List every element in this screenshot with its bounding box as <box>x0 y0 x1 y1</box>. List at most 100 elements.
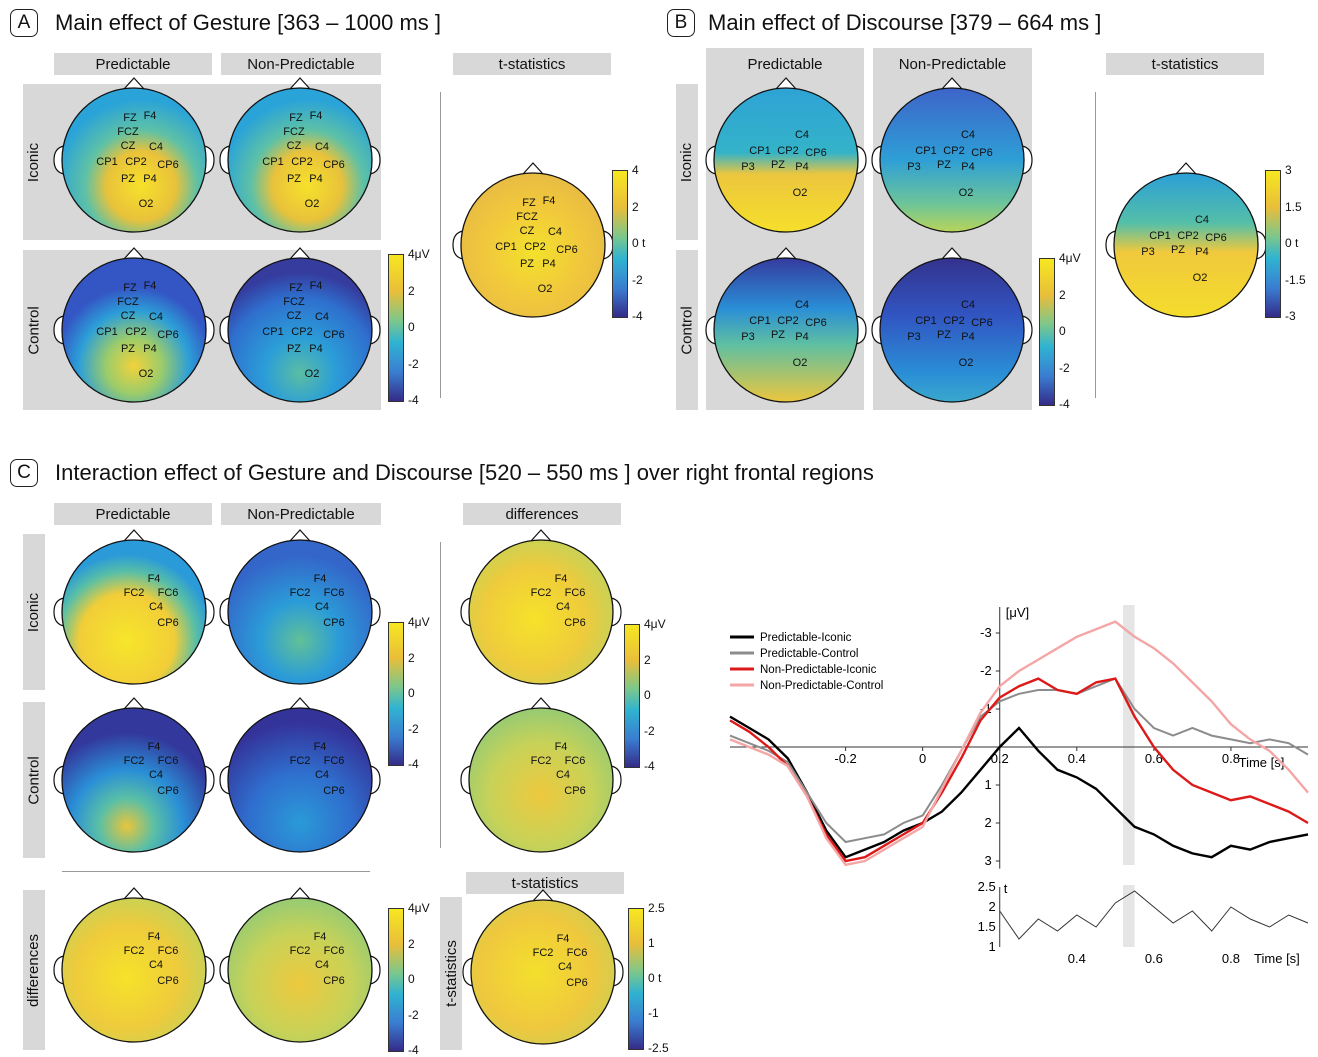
erp-y-tick: -3 <box>980 625 992 640</box>
electrode-label: FC6 <box>324 587 345 599</box>
electrode-label: CZ <box>520 225 535 237</box>
electrode-label: CP6 <box>1205 232 1226 244</box>
electrode-label: FC2 <box>533 947 554 959</box>
electrode-label: FZ <box>522 197 536 209</box>
colorbar-c-uv <box>388 622 404 766</box>
electrode-label: FC2 <box>531 587 552 599</box>
panel-c-row-control: Control <box>23 702 45 858</box>
electrode-label: F4 <box>144 110 157 122</box>
electrode-label: C4 <box>315 769 329 781</box>
electrode-label: P4 <box>309 173 322 185</box>
electrode-label: F4 <box>144 280 157 292</box>
electrode-label: CP1 <box>915 315 936 327</box>
inset-series-line <box>999 890 1309 940</box>
electrode-label: FC2 <box>531 755 552 767</box>
erp-x-tick: -0.2 <box>834 751 856 766</box>
electrode-label: F4 <box>310 110 323 122</box>
electrode-label: PZ <box>121 173 135 185</box>
electrode-label: CP2 <box>943 315 964 327</box>
colorbar-tick: 0 <box>1059 324 1066 338</box>
erp-series-line <box>729 677 1309 844</box>
panel-a-row-iconic: Iconic <box>23 84 45 240</box>
panel-c-col-nonpredictable: Non-Predictable <box>221 503 381 525</box>
colorbar-tick: -2 <box>408 1007 419 1022</box>
electrode-label: CP6 <box>566 977 587 989</box>
electrode-label: FZ <box>289 112 303 124</box>
electrode-label: F4 <box>148 931 161 943</box>
erp-x-tick: 0.6 <box>1145 751 1163 766</box>
electrode-label: P4 <box>795 161 808 173</box>
electrode-label: FZ <box>289 282 303 294</box>
inset-y-tick: 1 <box>988 939 995 954</box>
erp-highlight-window <box>1123 605 1135 865</box>
electrode-label: FC2 <box>290 755 311 767</box>
colorbar-tick: 4μV <box>408 901 430 915</box>
erp-series-line <box>729 715 1309 859</box>
electrode-label: O2 <box>305 368 320 380</box>
electrode-label: FC6 <box>565 587 586 599</box>
electrode-label: PZ <box>771 329 785 341</box>
colorbar-a-t <box>612 170 628 318</box>
panel-b-letter: B <box>667 9 695 37</box>
colorbar-tick: 4μV <box>1059 251 1081 265</box>
erp-series-line <box>729 677 1309 863</box>
electrode-label: PZ <box>937 329 951 341</box>
electrode-label: PZ <box>520 258 534 270</box>
erp-series-line <box>729 620 1309 867</box>
colorbar-tick: 4μV <box>408 615 430 629</box>
electrode-label: CP1 <box>749 315 770 327</box>
panel-b-col-nonpredictable: Non-Predictable <box>898 55 1007 73</box>
legend-label: Non-Predictable-Control <box>760 680 883 692</box>
electrode-label: FC2 <box>124 945 145 957</box>
topo-b-nonpred-iconic: C4 CP1 CP2 CP6 P3 PZ P4 O2 <box>871 77 1033 233</box>
topo-b-nonpred-control: C4 CP1 CP2 CP6 P3 PZ P4 O2 <box>871 247 1033 403</box>
electrode-label: P4 <box>961 161 974 173</box>
panel-b-col-predictable: Predictable <box>747 55 823 73</box>
colorbar-c-diff <box>624 624 640 768</box>
electrode-label: C4 <box>149 601 163 613</box>
electrode-label: FZ <box>123 112 137 124</box>
electrode-label: FCZ <box>117 296 139 308</box>
electrode-label: CP2 <box>943 145 964 157</box>
electrode-label: FCZ <box>283 296 305 308</box>
topo-b-pred-control: C4 CP1 CP2 CP6 P3 PZ P4 O2 <box>705 247 867 403</box>
electrode-label: CP6 <box>157 159 178 171</box>
electrode-label: CZ <box>121 140 136 152</box>
colorbar-tick: -1 <box>648 1006 659 1020</box>
erp-y-tick: 2 <box>984 815 991 830</box>
panel-b-divider <box>1095 92 1096 398</box>
panel-b-row-control: Control <box>676 250 698 410</box>
electrode-label: F4 <box>543 195 556 207</box>
legend-label: Predictable-Control <box>760 648 858 660</box>
electrode-label: PZ <box>287 173 301 185</box>
electrode-label: FCZ <box>117 126 139 138</box>
panel-c-col-tstat: t-statistics <box>466 872 624 894</box>
inset-x-tick: 0.8 <box>1222 951 1240 966</box>
inset-x-tick: 0.6 <box>1145 951 1163 966</box>
panel-c-col-predictable: Predictable <box>54 503 212 525</box>
electrode-label: O2 <box>139 198 154 210</box>
topo-a-pred-control: FZ F4 FCZ CZ C4 CP1 CP2 CP6 PZ P4 O2 <box>53 247 215 403</box>
electrode-label: CP6 <box>157 617 178 629</box>
electrode-label: F4 <box>314 741 327 753</box>
electrode-label: C4 <box>1195 214 1209 226</box>
electrode-label: FC6 <box>158 587 179 599</box>
electrode-label: C4 <box>315 959 329 971</box>
panel-b-title: Main effect of Discourse [379 – 664 ms ] <box>708 10 1102 35</box>
topo-a-tstat: FZ F4 FCZ CZ C4 CP1 CP2 CP6 PZ P4 O2 <box>452 162 614 318</box>
inset-y-tick: 2.5 <box>978 879 996 894</box>
electrode-label: PZ <box>287 343 301 355</box>
erp-x-tick: 0.2 <box>991 751 1009 766</box>
electrode-label: FC2 <box>290 945 311 957</box>
electrode-label: F4 <box>148 573 161 585</box>
electrode-label: F4 <box>555 741 568 753</box>
panel-c-letter: C <box>10 459 38 487</box>
colorbar-tick: -4 <box>632 309 643 323</box>
electrode-label: CP2 <box>125 326 146 338</box>
panel-c-divider-v <box>440 542 441 848</box>
electrode-label: FC6 <box>158 945 179 957</box>
panel-c-divider-h <box>62 871 370 872</box>
